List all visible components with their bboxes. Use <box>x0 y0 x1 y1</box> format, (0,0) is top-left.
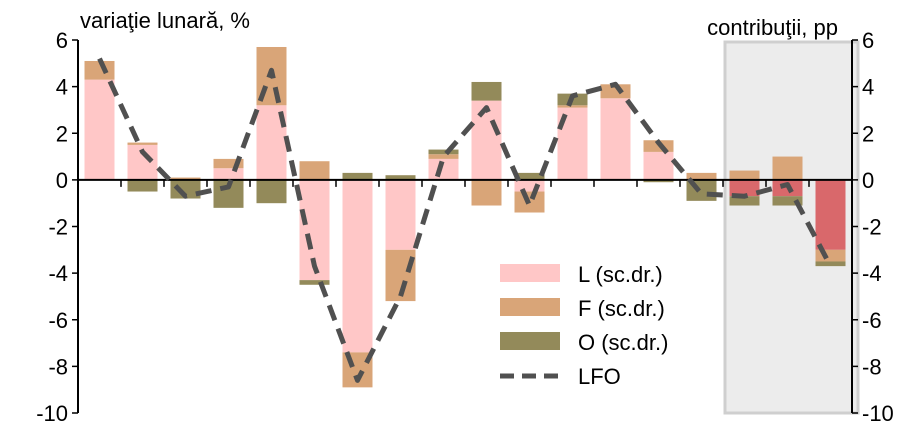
bar-f-1 <box>127 142 158 145</box>
y-tick-label-left: -4 <box>48 261 68 286</box>
y-tick-label-right: 2 <box>862 121 874 146</box>
y-tick-label-left: 2 <box>56 121 68 146</box>
legend-label-lfo: LFO <box>578 364 621 389</box>
bar-l-12 <box>600 98 631 180</box>
bar-l-13 <box>643 151 674 180</box>
y-tick-label-left: -2 <box>48 215 68 240</box>
bar-f-17 <box>815 249 846 262</box>
bar-o-16 <box>772 196 803 206</box>
bar-l-7 <box>385 179 416 250</box>
bar-l-10 <box>514 179 545 192</box>
y-tick-label-right: -10 <box>862 401 894 426</box>
bar-f-9 <box>471 179 502 206</box>
legend-swatch-o <box>500 332 560 350</box>
right-axis-title: contribuţii, pp <box>707 15 838 40</box>
y-tick-label-left: -6 <box>48 308 68 333</box>
bar-f-5 <box>299 161 330 180</box>
bar-o-17 <box>815 261 846 267</box>
y-tick-label-right: -8 <box>862 354 882 379</box>
bar-o-8 <box>428 149 459 155</box>
y-tick-label-right: -2 <box>862 215 882 240</box>
bar-l-9 <box>471 100 502 180</box>
bar-f-8 <box>428 154 459 159</box>
y-tick-label-right: 0 <box>862 168 874 193</box>
bar-o-13 <box>643 179 674 183</box>
bar-f-14 <box>686 172 717 180</box>
y-tick-label-right: -4 <box>862 261 882 286</box>
bar-o-2 <box>170 179 201 199</box>
axes <box>72 39 858 414</box>
y-tick-label-left: -10 <box>36 401 68 426</box>
bar-f-11 <box>557 105 588 108</box>
bar-f-0 <box>84 60 115 80</box>
bar-f-3 <box>213 158 244 169</box>
y-tick-label-right: 6 <box>862 28 874 53</box>
bar-f-12 <box>600 84 631 99</box>
y-tick-label-left: 4 <box>56 75 68 100</box>
y-tick-label-left: -8 <box>48 354 68 379</box>
bar-o-4 <box>256 179 287 204</box>
legend-swatch-f <box>500 298 560 316</box>
bar-l-6 <box>342 179 373 353</box>
y-tick-label-right: -6 <box>862 308 882 333</box>
tick-labels: 6 6 4 4 2 2 0 0 -2 -2 -4 -4 -6 -6 -8 -8 -10 -10 <box>36 28 894 426</box>
bar-l-15 <box>729 179 760 197</box>
y-tick-label-left: 6 <box>56 28 68 53</box>
bar-o-6 <box>342 172 373 180</box>
bar-l-3 <box>213 168 244 180</box>
bar-l-0 <box>84 79 115 180</box>
bar-l-17 <box>815 179 846 250</box>
bar-f-15 <box>729 170 760 180</box>
bar-o-7 <box>385 175 416 180</box>
bar-f-2 <box>170 177 201 180</box>
y-tick-label-right: 4 <box>862 75 874 100</box>
bar-o-1 <box>127 179 158 192</box>
legend: L (sc.dr.) F (sc.dr.) O (sc.dr.) LFO <box>500 262 668 389</box>
y-tick-label-left: 0 <box>56 168 68 193</box>
legend-label-f: F (sc.dr.) <box>578 296 665 321</box>
bar-o-5 <box>299 280 330 285</box>
bar-f-16 <box>772 156 803 180</box>
bar-o-15 <box>729 196 760 206</box>
lfo-line <box>97 57 833 383</box>
left-axis-title: variaţie lunară, % <box>80 8 250 33</box>
lfo-series-line <box>97 57 833 383</box>
legend-label-l: L (sc.dr.) <box>578 262 663 287</box>
bar-o-9 <box>471 81 502 101</box>
legend-swatch-l <box>500 264 560 282</box>
legend-label-o: O (sc.dr.) <box>578 330 668 355</box>
bar-o-10 <box>514 172 545 180</box>
